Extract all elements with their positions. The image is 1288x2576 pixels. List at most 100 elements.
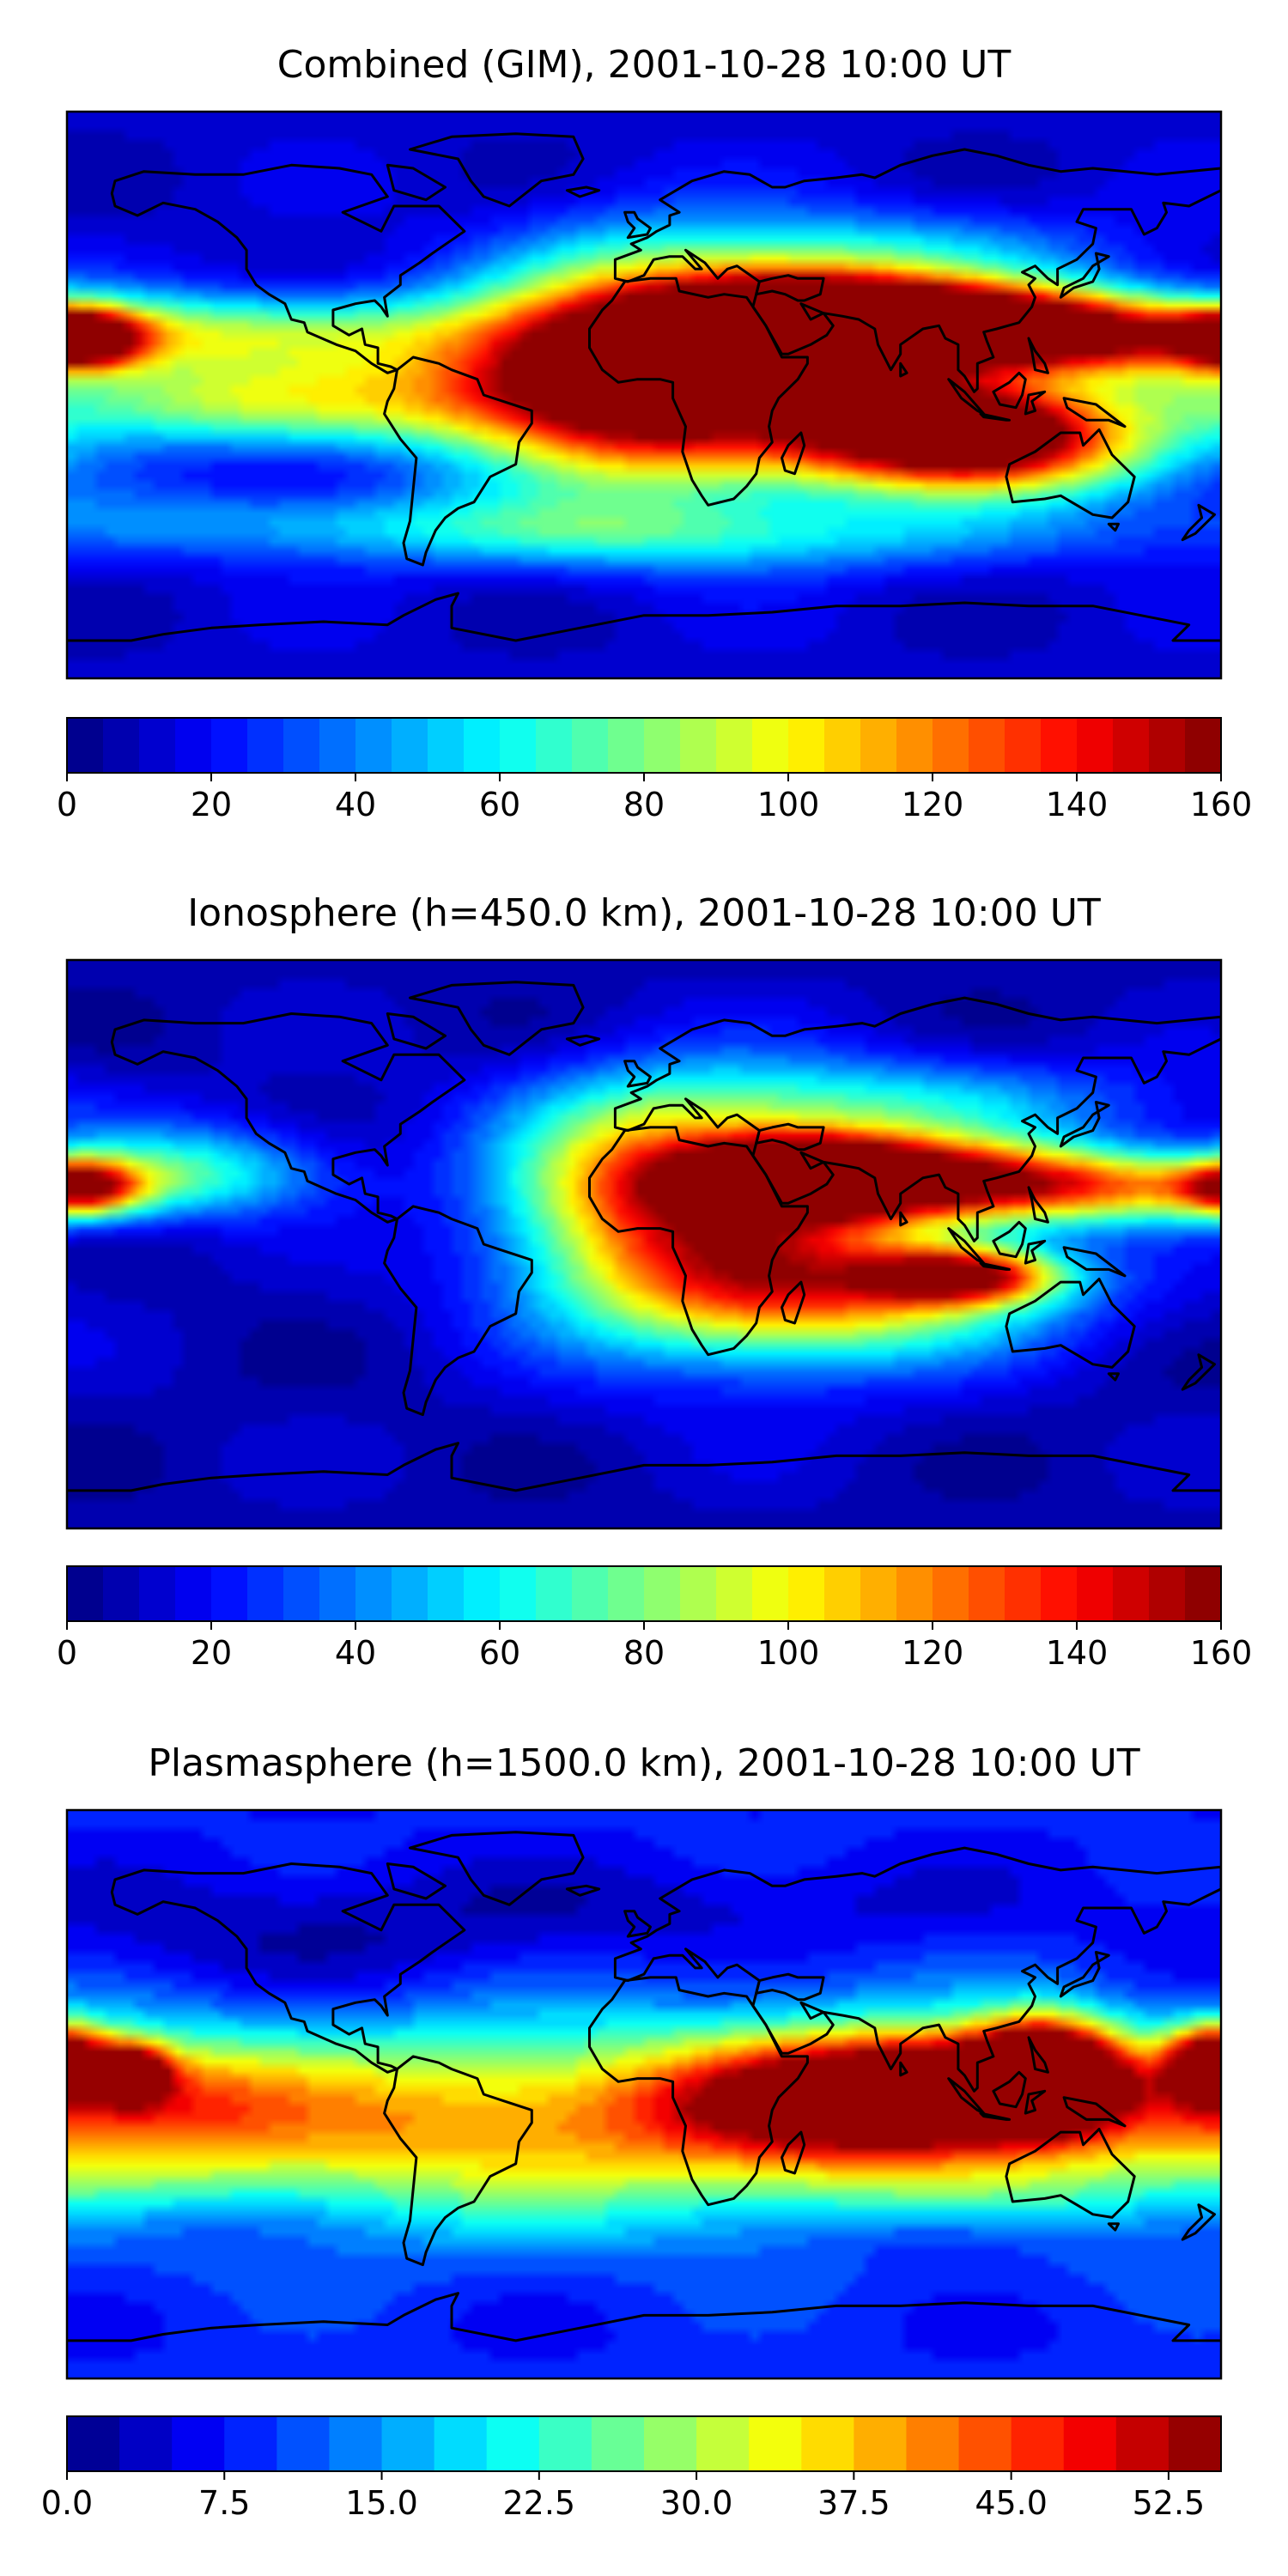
colorbar-segment — [119, 2416, 173, 2471]
coastline-baffin-island — [386, 163, 447, 202]
colorbar-segment — [860, 1566, 897, 1621]
colorbar-segment — [536, 1566, 573, 1621]
colorbar-tick-label: 120 — [902, 1634, 964, 1672]
coastline-new-zealand — [1181, 2203, 1216, 2241]
coastline-new-guinea — [1062, 397, 1127, 428]
coastline-south-america — [383, 2055, 533, 2267]
colorbar-tick-label: 140 — [1046, 1634, 1109, 1672]
colorbar-tick-label: 7.5 — [198, 2484, 250, 2522]
coastline-south-america — [383, 1205, 533, 1417]
coastline-sri-lanka — [899, 361, 908, 378]
colorbar-tick-label: 100 — [757, 786, 820, 823]
colorbar-segment — [464, 718, 501, 773]
colorbar-segment — [860, 718, 897, 773]
coastline-arabia-gulf-ring — [755, 274, 825, 302]
colorbar-tick-label: 22.5 — [503, 2484, 576, 2522]
colorbar-tick-label: 52.5 — [1133, 2484, 1206, 2522]
coastline-australia — [1005, 428, 1136, 519]
colorbar-segment — [1011, 2416, 1065, 2471]
coastline-greenland — [409, 132, 585, 208]
coastline-sumatra — [947, 1227, 986, 1265]
colorbar-segment — [67, 718, 104, 773]
colorbar-segment — [1115, 2416, 1170, 2471]
coastline-baffin-island — [386, 1012, 447, 1050]
colorbar-tick-label: 80 — [623, 1634, 665, 1672]
coastline-africa — [588, 276, 809, 507]
colorbar-tick-label: 45.0 — [975, 2484, 1048, 2522]
colorbar-segment — [103, 1566, 140, 1621]
colorbar-segment — [680, 718, 717, 773]
colorbar-tick-label: 40 — [335, 1634, 376, 1672]
coastline-africa — [588, 1976, 809, 2207]
colorbar-tick-label: 20 — [191, 1634, 232, 1672]
chart-panel: Ionosphere (h=450.0 km), 2001-10-28 10:0… — [57, 891, 1252, 1672]
coastline-tasmania — [1107, 2222, 1120, 2232]
colorbar-tick-label: 80 — [623, 786, 665, 823]
colorbar-segment — [355, 1566, 392, 1621]
colorbar-tick-label: 20 — [191, 786, 232, 823]
colorbar-tick-label: 60 — [479, 1634, 520, 1672]
colorbar-segment — [355, 718, 392, 773]
coastline-japan — [1059, 252, 1110, 299]
colorbar-segment — [749, 2416, 802, 2471]
colorbar-segment — [434, 2416, 488, 2471]
colorbar-segment — [538, 2416, 592, 2471]
colorbar-segment — [1185, 718, 1222, 773]
colorbar-segment — [1005, 718, 1042, 773]
colorbar-segment — [103, 718, 140, 773]
colorbar-tick-label: 0 — [57, 786, 77, 823]
coastline-sulawesi — [1024, 390, 1047, 416]
colorbar-segment — [247, 1566, 284, 1621]
colorbar-segment — [969, 1566, 1005, 1621]
colorbar-segment — [247, 718, 284, 773]
colorbar-segment — [591, 2416, 645, 2471]
colorbar-tick-label: 30.0 — [660, 2484, 733, 2522]
colorbar-segment — [608, 1566, 645, 1621]
colorbar-segment — [933, 718, 969, 773]
chart-panel: Plasmasphere (h=1500.0 km), 2001-10-28 1… — [41, 1741, 1223, 2522]
colorbar-tick-label: 140 — [1046, 786, 1109, 823]
colorbar-segment — [1041, 718, 1078, 773]
colorbar-segment — [752, 1566, 789, 1621]
colorbar-tick-label: 37.5 — [817, 2484, 890, 2522]
colorbar-segment — [175, 1566, 212, 1621]
coastline-greenland — [409, 1831, 585, 1906]
map-frame — [65, 958, 1223, 1530]
coastline-sri-lanka — [899, 2061, 908, 2077]
colorbar-segment — [716, 718, 753, 773]
colorbar-segment — [139, 1566, 176, 1621]
colorbar-tick-label: 0 — [57, 1634, 77, 1672]
coastline-java — [979, 2111, 1012, 2121]
colorbar-segment — [1113, 718, 1150, 773]
coastline-iceland — [565, 1884, 601, 1897]
colorbar-segment — [276, 2416, 331, 2471]
colorbar-segment — [67, 1566, 104, 1621]
coastline-north-america — [110, 163, 466, 374]
coastline-sulawesi — [1024, 2089, 1047, 2115]
colorbar-segment — [572, 1566, 609, 1621]
coastline-greenland — [409, 981, 585, 1056]
coastline-north-america — [110, 1012, 466, 1224]
colorbar-segment — [1113, 1566, 1150, 1621]
colorbar-segment — [1168, 2416, 1222, 2471]
coastline-madagascar — [781, 2130, 806, 2175]
coastline-madagascar — [781, 1280, 806, 1325]
colorbar-segment — [854, 2416, 908, 2471]
colorbar-segment — [1005, 1566, 1042, 1621]
coastline-java — [979, 1261, 1012, 1271]
colorbar-segment — [716, 1566, 753, 1621]
coastline-tasmania — [1107, 1372, 1120, 1382]
coastline-tasmania — [1107, 522, 1120, 532]
coastline-arabia-gulf-ring — [755, 1122, 825, 1151]
chart-title: Combined (GIM), 2001-10-28 10:00 UT — [277, 43, 1012, 87]
coastline-philippines — [1027, 2036, 1049, 2074]
chart-title: Plasmasphere (h=1500.0 km), 2001-10-28 1… — [148, 1741, 1139, 1785]
colorbar-tick-label: 40 — [335, 786, 376, 823]
colorbar-segment — [428, 718, 465, 773]
colorbar-segment — [319, 1566, 356, 1621]
coastline-borneo — [992, 1220, 1027, 1259]
colorbar-segment — [139, 718, 176, 773]
coastline-iceland — [565, 1034, 601, 1047]
colorbar-segment — [608, 718, 645, 773]
colorbar-segment — [1077, 1566, 1114, 1621]
